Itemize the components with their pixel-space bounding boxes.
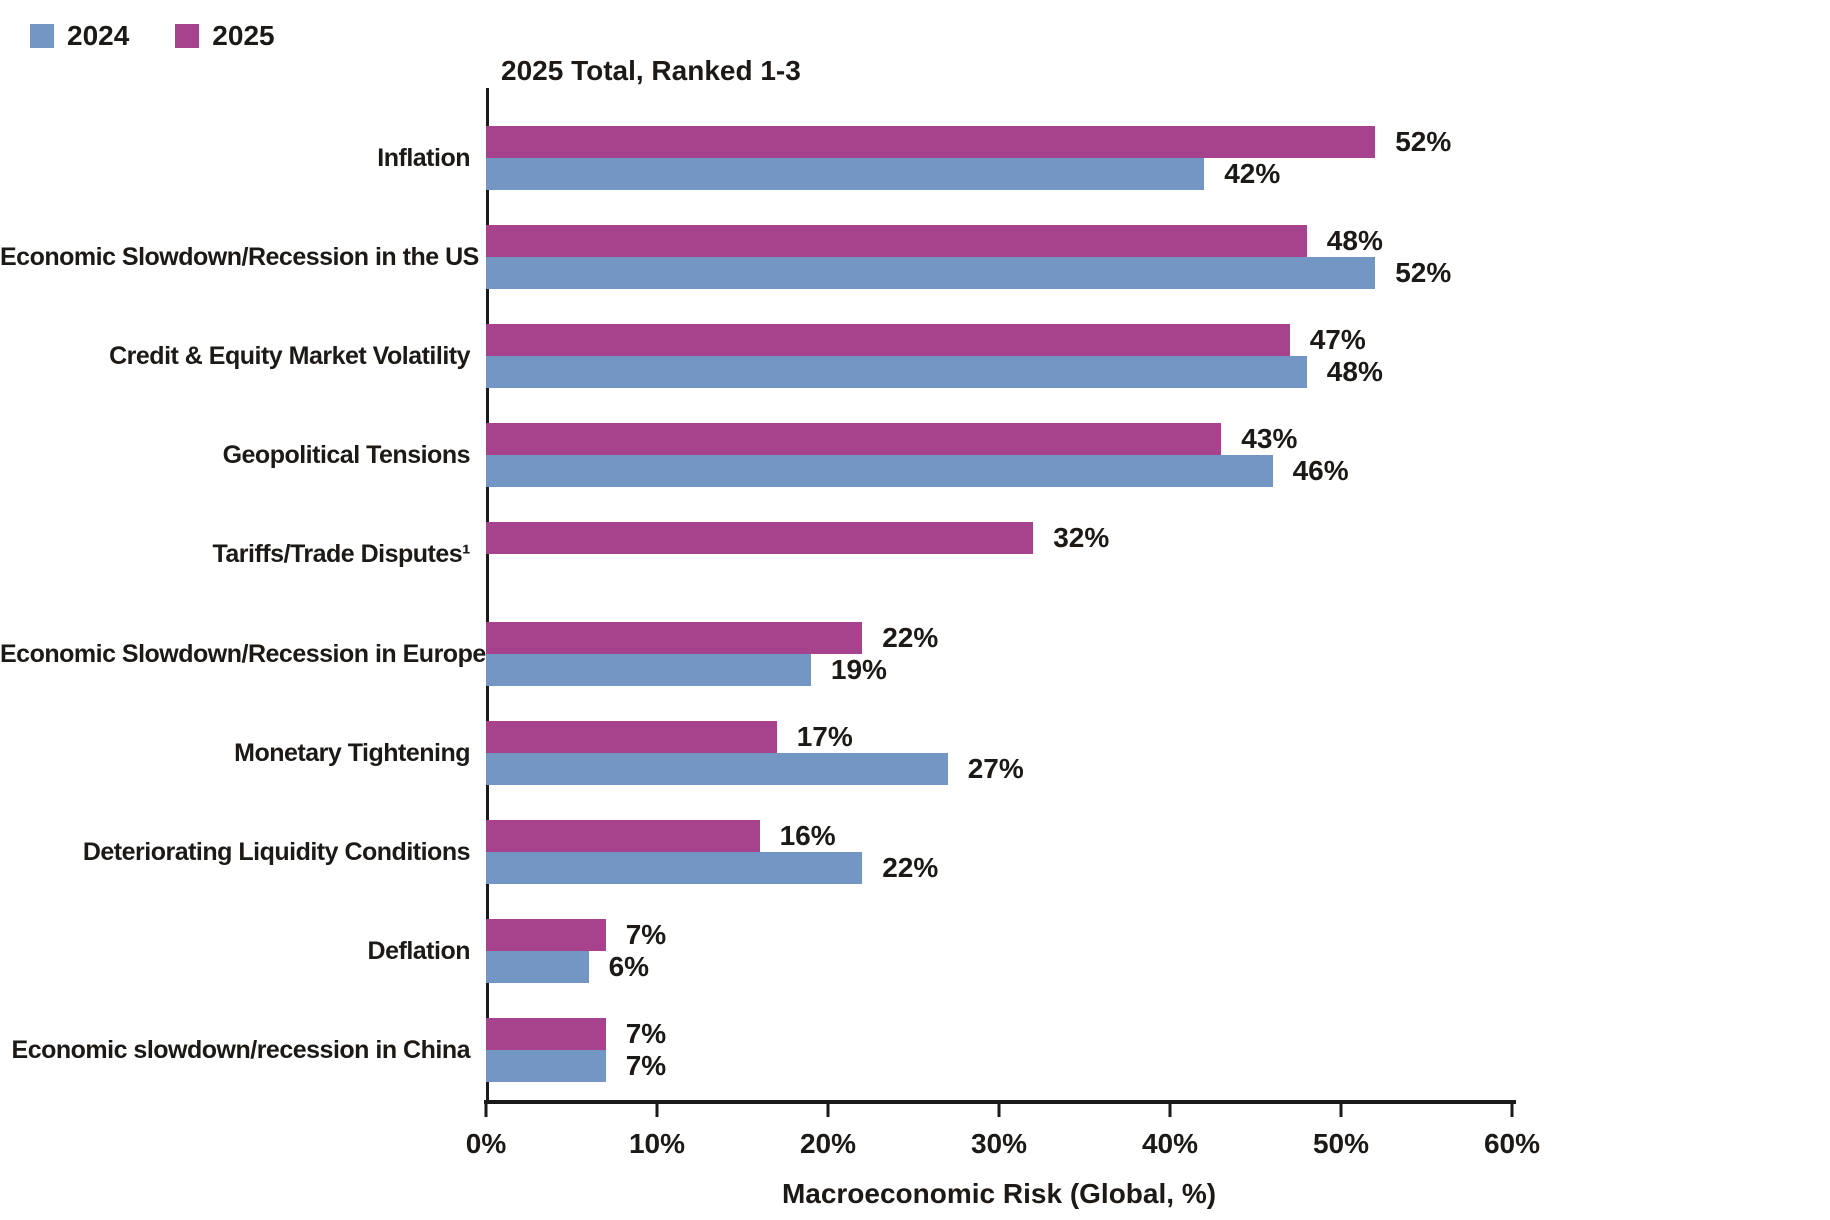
value-label-2024-5: 19% [830,653,887,685]
value-label-2025-0: 52% [1395,126,1452,157]
bar-2025-6 [486,720,777,753]
value-label-2024-7: 22% [882,851,939,883]
bar-2025-8 [486,918,606,951]
x-tick-label-1: 10% [628,1128,686,1159]
x-tick-4 [1168,1104,1172,1117]
category-label-3: Geopolitical Tensions [222,441,471,470]
y-axis-line [486,88,489,1104]
value-label-2025-1: 48% [1326,225,1383,257]
value-label-2025-2: 47% [1309,324,1366,356]
bar-2025-7 [486,819,760,852]
bar-2024-5 [486,653,811,686]
legend-label-2024: 2024 [67,20,130,51]
value-label-2024-9: 7% [625,1049,667,1081]
legend-item-2025: 2025 [175,20,275,52]
bar-2024-2 [486,356,1307,389]
category-label-4: Tariffs/Trade Disputes¹ [212,540,470,569]
bar-2025-3 [486,423,1222,456]
chart-title: 2025 Total, Ranked 1-3 [501,55,801,86]
legend: 2024 2025 [30,20,275,52]
x-tick-2 [826,1104,830,1117]
value-label-2025-3: 43% [1241,423,1298,455]
category-label-8: Deflation [367,936,471,965]
bar-2024-8 [486,950,589,983]
bar-2025-0 [486,126,1376,158]
value-label-2024-1: 52% [1395,257,1452,289]
x-tick-label-0: 0% [465,1128,507,1159]
bar-2024-7 [486,851,863,884]
value-label-2025-6: 17% [796,720,853,752]
bar-2025-9 [486,1017,606,1050]
value-label-2024-2: 48% [1326,356,1383,388]
bar-2024-9 [486,1049,606,1082]
bar-2025-2 [486,324,1290,357]
bar-2024-0 [486,158,1205,190]
category-label-9: Economic slowdown/recession in China [11,1035,471,1064]
x-tick-label-4: 40% [1141,1128,1199,1159]
value-label-2025-4: 32% [1053,522,1110,554]
legend-swatch-2025 [175,24,200,48]
x-tick-label-6: 60% [1483,1128,1541,1159]
legend-swatch-2024 [30,24,54,48]
category-label-5: Economic Slowdown/Recession in Europe [0,639,486,668]
value-label-2025-9: 7% [625,1017,667,1049]
x-tick-6 [1510,1104,1514,1117]
x-tick-3 [997,1104,1001,1117]
value-label-2024-0: 42% [1224,158,1281,189]
x-tick-5 [1339,1104,1343,1117]
value-label-2024-6: 27% [967,752,1024,784]
value-label-2025-8: 7% [625,918,667,950]
value-label-2024-8: 6% [608,950,650,982]
value-label-2025-7: 16% [779,819,836,851]
bar-2025-1 [486,225,1307,258]
x-tick-1 [655,1104,659,1117]
x-tick-label-5: 50% [1312,1128,1370,1159]
bar-2024-1 [486,257,1376,290]
value-label-2025-5: 22% [882,621,939,653]
x-axis-line [484,1100,1516,1104]
category-label-2: Credit & Equity Market Volatility [109,342,470,371]
category-label-6: Monetary Tightening [234,738,470,767]
bar-2025-5 [486,621,863,654]
legend-label-2025: 2025 [212,20,275,51]
legend-item-2024: 2024 [30,20,129,52]
category-label-7: Deteriorating Liquidity Conditions [82,837,471,866]
x-tick-label-3: 30% [970,1128,1028,1159]
x-tick-0 [484,1104,488,1117]
category-label-1: Economic Slowdown/Recession in the US [0,243,479,272]
bar-2024-6 [486,752,948,785]
bar-2025-4 [486,522,1034,555]
x-tick-label-2: 20% [799,1128,857,1159]
category-label-0: Inflation [377,144,470,172]
x-axis-title: Macroeconomic Risk (Global, %) [781,1178,1217,1209]
value-label-2024-3: 46% [1292,455,1349,487]
bar-2024-3 [486,455,1273,488]
